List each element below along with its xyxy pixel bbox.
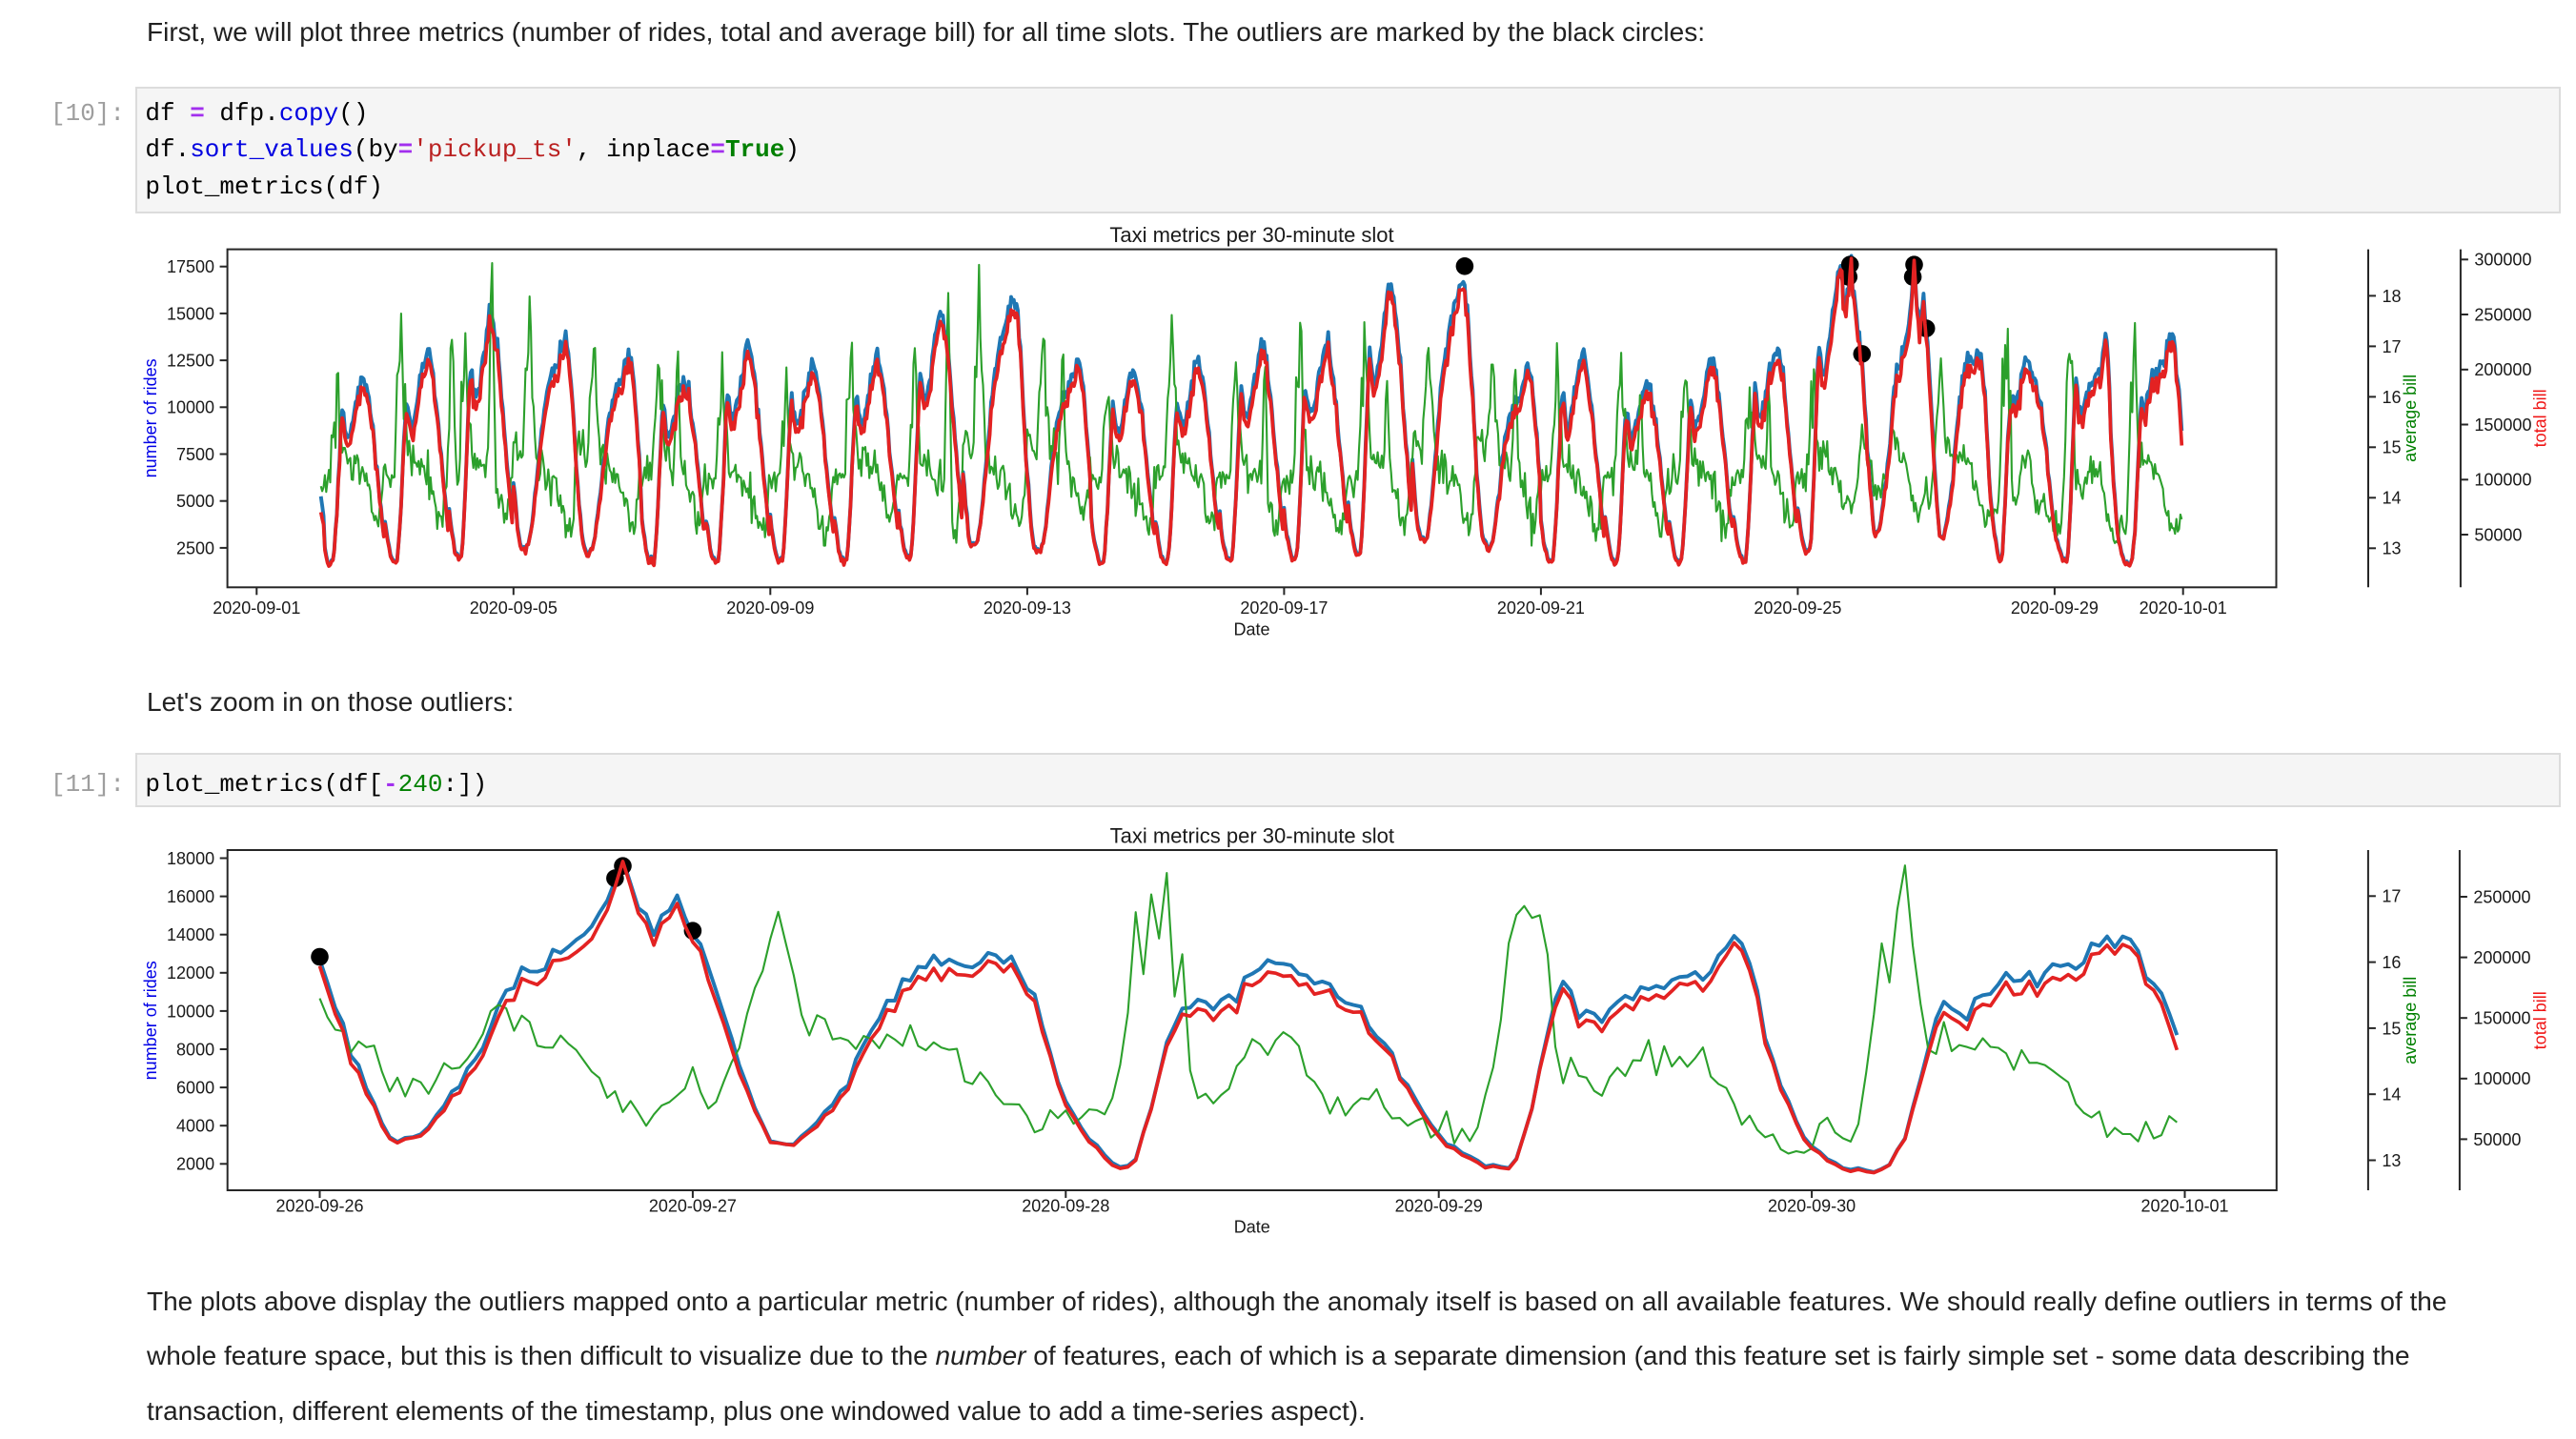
svg-text:5000: 5000 <box>176 492 214 511</box>
svg-text:2020-09-05: 2020-09-05 <box>470 598 558 618</box>
svg-text:13: 13 <box>2382 1151 2401 1170</box>
svg-text:200000: 200000 <box>2474 360 2531 379</box>
svg-text:2020-09-29: 2020-09-29 <box>1395 1196 1483 1215</box>
svg-text:250000: 250000 <box>2473 887 2530 906</box>
svg-text:15: 15 <box>2383 438 2402 457</box>
svg-text:2020-10-01: 2020-10-01 <box>2140 598 2227 618</box>
svg-text:16: 16 <box>2382 953 2401 972</box>
svg-text:15000: 15000 <box>167 304 214 323</box>
svg-text:average bill: average bill <box>2401 375 2420 462</box>
svg-text:2500: 2500 <box>176 538 214 557</box>
svg-text:16: 16 <box>2383 388 2402 407</box>
svg-text:50000: 50000 <box>2474 525 2522 544</box>
svg-text:18: 18 <box>2383 287 2402 306</box>
svg-text:18000: 18000 <box>167 849 214 868</box>
svg-text:2000: 2000 <box>176 1155 214 1174</box>
svg-text:2020-09-25: 2020-09-25 <box>1754 598 1841 618</box>
svg-text:14000: 14000 <box>167 925 214 944</box>
svg-text:150000: 150000 <box>2474 415 2531 435</box>
svg-text:150000: 150000 <box>2473 1009 2530 1028</box>
svg-text:2020-09-13: 2020-09-13 <box>984 598 1071 618</box>
svg-text:2020-09-21: 2020-09-21 <box>1497 598 1585 618</box>
svg-text:2020-09-27: 2020-09-27 <box>649 1196 737 1215</box>
svg-text:2020-09-01: 2020-09-01 <box>213 598 300 618</box>
svg-text:Taxi metrics per 30-minute slo: Taxi metrics per 30-minute slot <box>1109 223 1393 247</box>
svg-text:17: 17 <box>2383 337 2402 356</box>
svg-text:12000: 12000 <box>167 963 214 983</box>
svg-text:17500: 17500 <box>167 257 214 276</box>
svg-text:2020-09-30: 2020-09-30 <box>1768 1196 1856 1215</box>
svg-text:2020-09-29: 2020-09-29 <box>2011 598 2099 618</box>
svg-text:total bill: total bill <box>2531 389 2550 447</box>
svg-text:10000: 10000 <box>167 1002 214 1021</box>
svg-text:50000: 50000 <box>2473 1130 2521 1149</box>
svg-text:2020-09-26: 2020-09-26 <box>275 1196 363 1215</box>
svg-text:10000: 10000 <box>167 398 214 417</box>
svg-text:2020-09-28: 2020-09-28 <box>1022 1196 1109 1215</box>
svg-text:16000: 16000 <box>167 887 214 906</box>
svg-text:Date: Date <box>1234 1218 1270 1237</box>
svg-text:number of rides: number of rides <box>141 961 160 1080</box>
svg-text:4000: 4000 <box>176 1117 214 1136</box>
svg-text:15: 15 <box>2382 1019 2401 1038</box>
svg-text:14: 14 <box>2382 1085 2401 1105</box>
svg-text:100000: 100000 <box>2473 1069 2530 1088</box>
svg-text:7500: 7500 <box>176 445 214 464</box>
svg-text:total bill: total bill <box>2531 991 2550 1049</box>
svg-text:2020-09-17: 2020-09-17 <box>1240 598 1328 618</box>
svg-text:17: 17 <box>2382 887 2401 906</box>
svg-text:100000: 100000 <box>2474 471 2531 490</box>
svg-text:6000: 6000 <box>176 1079 214 1098</box>
svg-text:300000: 300000 <box>2474 251 2531 270</box>
svg-text:8000: 8000 <box>176 1040 214 1059</box>
svg-text:250000: 250000 <box>2474 305 2531 324</box>
svg-text:200000: 200000 <box>2473 948 2530 967</box>
svg-text:number of rides: number of rides <box>141 358 160 477</box>
svg-text:2020-10-01: 2020-10-01 <box>2140 1196 2228 1215</box>
svg-text:average bill: average bill <box>2401 977 2420 1064</box>
svg-text:Taxi metrics per 30-minute slo: Taxi metrics per 30-minute slot <box>1110 823 1394 847</box>
svg-text:2020-09-09: 2020-09-09 <box>726 598 814 618</box>
svg-text:13: 13 <box>2383 539 2402 558</box>
svg-text:12500: 12500 <box>167 352 214 371</box>
svg-text:14: 14 <box>2383 489 2402 508</box>
svg-text:Date: Date <box>1233 619 1269 638</box>
